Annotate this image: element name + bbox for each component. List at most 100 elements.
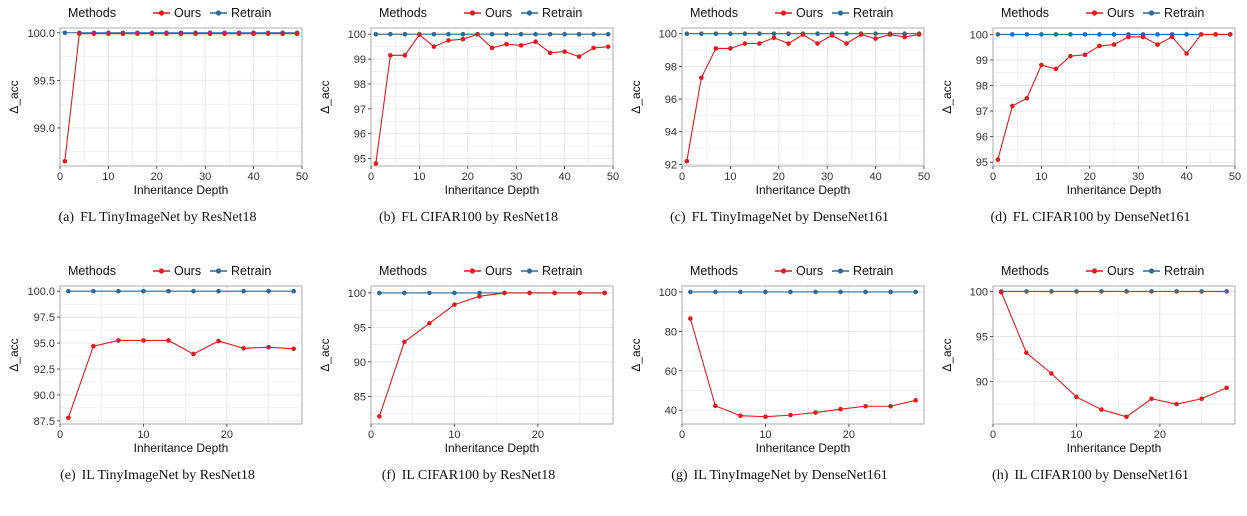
data-point-ours bbox=[460, 36, 466, 42]
data-point-retrain bbox=[688, 289, 693, 295]
plot-border bbox=[370, 27, 614, 167]
line-chart: Methods Ours Retrain 0 10 20 85 90 95 100 Inherita… bbox=[318, 264, 614, 455]
data-point-retrain bbox=[995, 32, 1001, 37]
x-tick-label: 40 bbox=[869, 171, 881, 183]
legend: Methods Ours Retrain bbox=[379, 264, 582, 278]
series-ours bbox=[373, 31, 611, 166]
data-point-ours bbox=[402, 339, 407, 345]
data-point-ours bbox=[120, 31, 126, 37]
data-point-ours bbox=[757, 41, 762, 46]
plot-border bbox=[992, 285, 1236, 425]
data-point-ours bbox=[1049, 371, 1054, 376]
x-axis-title: Inheritance Depth bbox=[1067, 441, 1162, 455]
legend-retrain-marker bbox=[526, 10, 533, 16]
data-point-ours bbox=[788, 412, 793, 418]
x-tick-label: 30 bbox=[821, 171, 833, 183]
chart-panel: Methods Ours Retrain 0 10 20 90 95 100 Inheritanc… bbox=[935, 258, 1246, 516]
line-chart: Methods Ours Retrain 0 10 20 30 40 50 95 96 97 98 99 1… bbox=[318, 6, 619, 197]
x-tick-label: 20 bbox=[1154, 429, 1166, 441]
data-point-ours bbox=[713, 46, 719, 51]
data-point-retrain bbox=[1111, 32, 1117, 37]
data-point-ours bbox=[377, 414, 382, 419]
data-point-ours bbox=[373, 161, 379, 166]
x-tick-label: 10 bbox=[724, 171, 736, 183]
data-point-retrain bbox=[402, 31, 408, 37]
data-point-ours bbox=[1224, 385, 1229, 391]
data-point-retrain bbox=[788, 289, 793, 295]
data-point-retrain bbox=[241, 288, 246, 294]
data-point-retrain bbox=[757, 31, 762, 37]
data-point-retrain bbox=[576, 31, 582, 37]
y-tick-label: 97 bbox=[976, 106, 988, 118]
x-tick-label: 20 bbox=[221, 429, 233, 441]
caption-text: IL TinyImageNet by DenseNet161 bbox=[693, 468, 888, 483]
legend: Methods Ours Retrain bbox=[68, 264, 271, 278]
y-tick-label: 98 bbox=[354, 79, 366, 91]
series-line-ours bbox=[378, 292, 605, 417]
legend-ours-marker bbox=[158, 268, 165, 274]
caption-text: FL CIFAR100 by ResNet18 bbox=[401, 210, 559, 225]
data-point-retrain bbox=[91, 288, 96, 294]
data-point-retrain bbox=[1174, 289, 1179, 294]
data-point-ours bbox=[489, 45, 495, 51]
data-point-retrain bbox=[1074, 289, 1079, 294]
data-point-ours bbox=[815, 41, 820, 46]
caption-label: (e) bbox=[60, 468, 76, 483]
y-tick-label: 96 bbox=[976, 132, 988, 144]
data-point-ours bbox=[452, 302, 457, 307]
data-point-retrain bbox=[838, 289, 843, 295]
line-chart: Methods Ours Retrain 0 10 20 90 95 100 Inheritanc… bbox=[940, 264, 1236, 455]
data-point-ours bbox=[602, 290, 607, 296]
data-point-ours bbox=[1149, 396, 1154, 402]
data-point-retrain bbox=[1124, 289, 1129, 294]
data-point-retrain bbox=[913, 289, 918, 295]
y-axis-title: Δ_acc bbox=[940, 338, 954, 371]
caption-label: (a) bbox=[58, 210, 75, 225]
figure-caption: (h) IL CIFAR100 by DenseNet161 bbox=[935, 468, 1246, 484]
line-chart: Methods Ours Retrain 0 10 20 40 60 80 100 Inherita… bbox=[629, 264, 925, 455]
data-point-ours bbox=[888, 403, 893, 409]
data-point-ours bbox=[684, 158, 690, 164]
data-point-ours bbox=[738, 413, 743, 419]
y-tick-label: 95 bbox=[354, 154, 366, 166]
data-point-retrain bbox=[1155, 32, 1160, 37]
series-retrain bbox=[995, 32, 1233, 37]
y-axis-title: Δ_acc bbox=[7, 338, 21, 371]
legend-retrain-label: Retrain bbox=[231, 6, 271, 20]
data-point-ours bbox=[858, 32, 864, 37]
y-tick-label: 90.0 bbox=[34, 390, 55, 402]
y-tick-label: 100.0 bbox=[27, 286, 55, 298]
legend-title: Methods bbox=[690, 264, 738, 278]
data-point-ours bbox=[552, 290, 557, 296]
x-axis-title: Inheritance Depth bbox=[756, 183, 851, 197]
data-point-retrain bbox=[1082, 32, 1088, 37]
data-point-ours bbox=[135, 31, 140, 37]
data-point-ours bbox=[999, 290, 1004, 295]
data-point-ours bbox=[222, 31, 227, 37]
data-point-ours bbox=[995, 157, 1001, 162]
legend-ours-marker bbox=[469, 10, 476, 16]
data-point-ours bbox=[1227, 32, 1233, 37]
x-tick-label: 20 bbox=[532, 429, 544, 441]
x-tick-label: 0 bbox=[679, 171, 685, 183]
data-point-retrain bbox=[62, 30, 68, 36]
data-point-ours bbox=[280, 31, 285, 37]
y-tick-label: 100 bbox=[970, 286, 988, 298]
data-point-ours bbox=[1082, 52, 1088, 58]
y-tick-label: 99.0 bbox=[34, 123, 55, 135]
data-point-ours bbox=[1097, 43, 1102, 49]
legend-ours-label: Ours bbox=[485, 264, 512, 278]
data-point-ours bbox=[502, 290, 507, 296]
data-point-ours bbox=[913, 398, 918, 403]
x-tick-label: 0 bbox=[57, 429, 63, 441]
data-point-ours bbox=[1010, 103, 1015, 109]
legend-retrain-label: Retrain bbox=[542, 264, 582, 278]
data-point-retrain bbox=[738, 289, 743, 295]
series-ours bbox=[688, 316, 918, 420]
data-point-retrain bbox=[427, 290, 432, 296]
figure-caption: (d) FL CIFAR100 by DenseNet161 bbox=[935, 210, 1246, 226]
data-point-retrain bbox=[547, 31, 553, 37]
x-axis-title: Inheritance Depth bbox=[756, 441, 851, 455]
data-point-retrain bbox=[1184, 32, 1189, 37]
legend-title: Methods bbox=[68, 6, 116, 20]
